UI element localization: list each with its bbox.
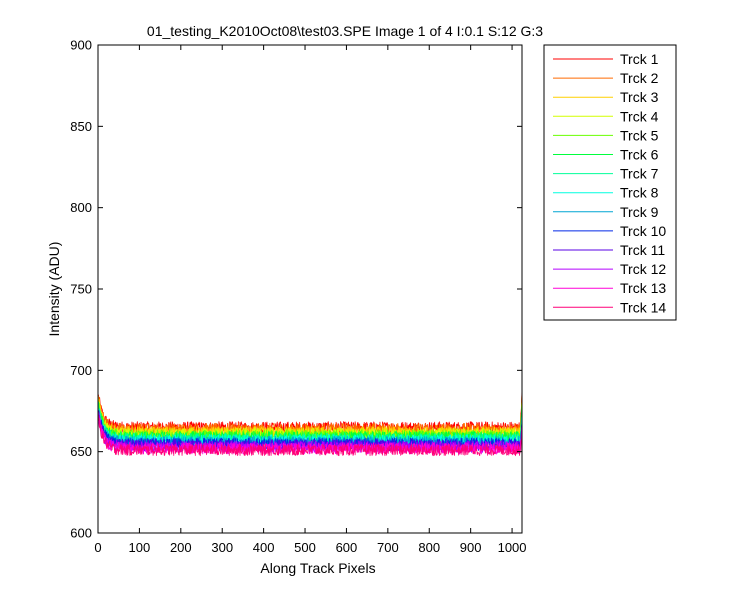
x-tick-label: 600 bbox=[336, 540, 358, 555]
legend-label: Trck 2 bbox=[620, 70, 659, 86]
x-tick-label: 400 bbox=[253, 540, 275, 555]
x-tick-label: 900 bbox=[460, 540, 482, 555]
plot-background bbox=[98, 45, 522, 533]
legend-label: Trck 4 bbox=[620, 108, 659, 124]
x-tick-label: 100 bbox=[129, 540, 151, 555]
legend-label: Trck 11 bbox=[620, 242, 665, 258]
y-tick-label: 750 bbox=[70, 282, 92, 297]
legend-label: Trck 12 bbox=[620, 261, 666, 277]
x-tick-label: 500 bbox=[294, 540, 316, 555]
x-axis-label: Along Track Pixels bbox=[260, 560, 375, 576]
legend-label: Trck 10 bbox=[620, 223, 666, 239]
legend-label: Trck 7 bbox=[620, 166, 659, 182]
x-tick-label: 800 bbox=[418, 540, 440, 555]
x-tick-label: 700 bbox=[377, 540, 399, 555]
y-tick-label: 850 bbox=[70, 119, 92, 134]
x-tick-label: 1000 bbox=[498, 540, 527, 555]
series-line-trck-2 bbox=[98, 393, 523, 435]
series-layer bbox=[98, 387, 523, 457]
y-tick-label: 650 bbox=[70, 444, 92, 459]
legend-label: Trck 13 bbox=[620, 280, 666, 296]
y-tick-label: 600 bbox=[70, 526, 92, 541]
x-axis-ticks: 0 100 200 300 400 500 600 700 800 900 1000 bbox=[94, 45, 527, 555]
x-tick-label: 200 bbox=[170, 540, 192, 555]
legend-label: Trck 3 bbox=[620, 89, 659, 105]
y-tick-label: 900 bbox=[70, 38, 92, 53]
y-tick-label: 700 bbox=[70, 363, 92, 378]
legend-label: Trck 5 bbox=[620, 127, 659, 143]
legend-label: Trck 6 bbox=[620, 147, 659, 163]
legend-label: Trck 14 bbox=[620, 299, 666, 315]
x-tick-label: 300 bbox=[211, 540, 233, 555]
chart-title: 01_testing_K2010Oct08\test03.SPE Image 1… bbox=[147, 23, 543, 39]
plot-area: 0 100 200 300 400 500 600 700 800 900 1000 600 650 7… bbox=[70, 38, 526, 556]
legend-items: Trck 1 Trck 2 Trck 3 Trck 4 Trck 5 Trck 6 Trck… bbox=[553, 51, 666, 315]
legend-label: Trck 8 bbox=[620, 185, 659, 201]
series-line-trck-14 bbox=[98, 415, 523, 457]
legend: Trck 1 Trck 2 Trck 3 Trck 4 Trck 5 Trck 6 Trck… bbox=[543, 44, 677, 321]
x-tick-label: 0 bbox=[94, 540, 101, 555]
legend-label: Trck 1 bbox=[620, 51, 659, 67]
legend-label: Trck 9 bbox=[620, 204, 659, 220]
y-tick-label: 800 bbox=[70, 200, 92, 215]
y-axis-label: Intensity (ADU) bbox=[46, 242, 62, 337]
y-axis-ticks: 600 650 700 750 800 850 900 bbox=[70, 38, 522, 541]
legend-box bbox=[543, 44, 677, 321]
